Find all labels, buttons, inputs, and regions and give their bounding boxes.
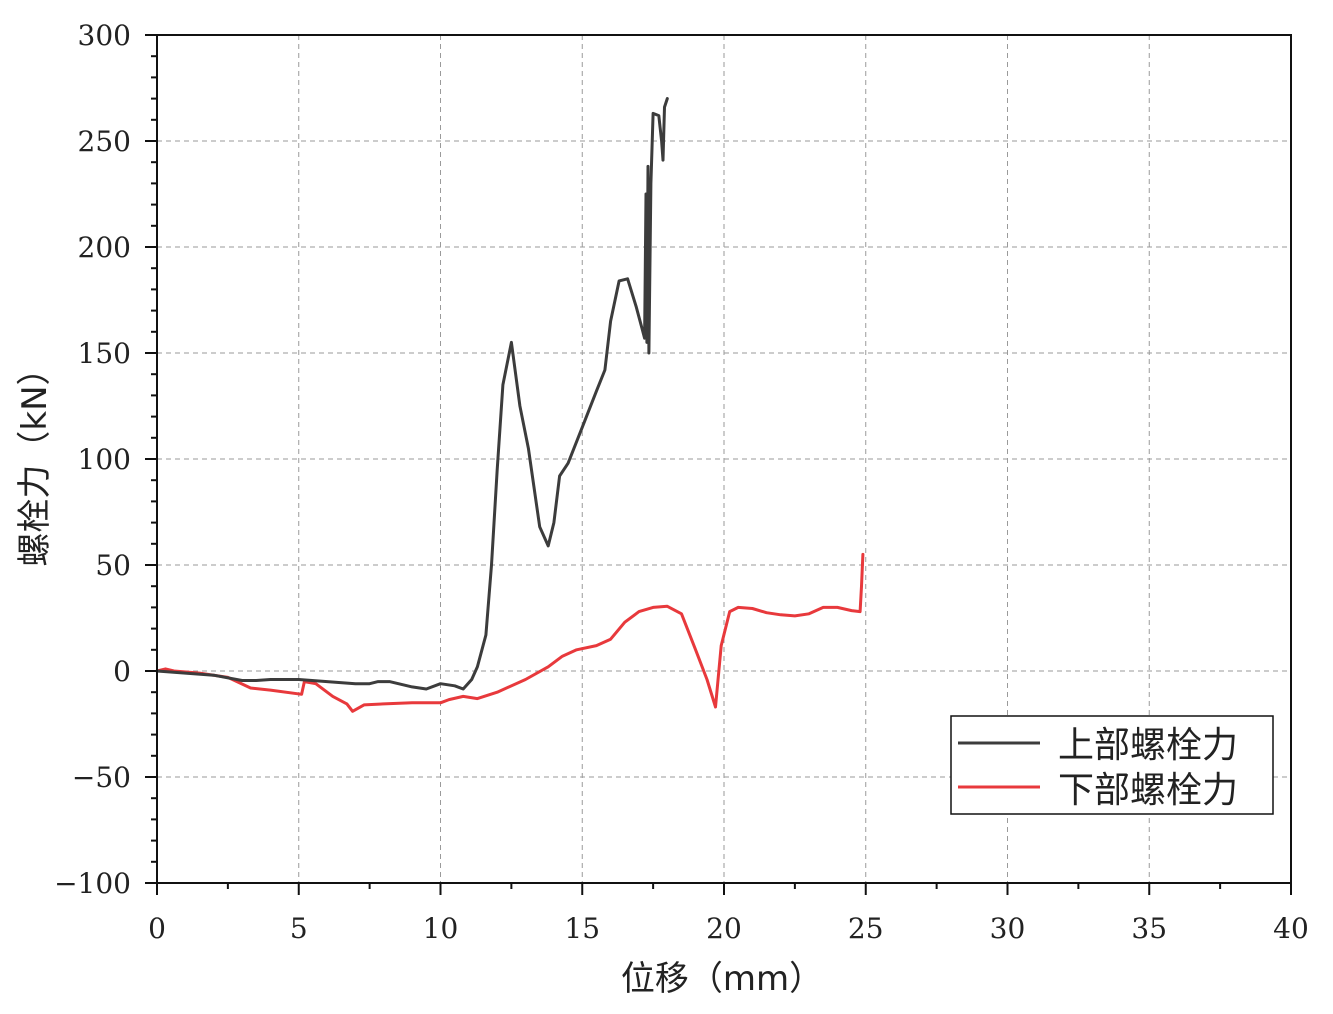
y-axis-label: 螺栓力（kN） (15, 351, 55, 566)
x-tick-label: 25 (848, 912, 884, 945)
x-tick-label: 30 (990, 912, 1026, 945)
x-axis-label: 位移（mm） (621, 959, 823, 999)
tick-labels: 0 5 10 15 20 25 30 35 40 −100 −50 0 50 100 150 200 250 30… (54, 19, 1309, 945)
x-tick-label: 35 (1131, 912, 1167, 945)
legend-box (950, 715, 1274, 815)
y-tick-label: 200 (78, 231, 131, 264)
y-tick-label: 50 (95, 549, 131, 582)
series-line-lower (155, 552, 865, 713)
y-tick-label: 100 (78, 443, 131, 476)
legend-label-lower: 下部螺栓力 (1058, 770, 1238, 811)
y-tick-label: 0 (113, 655, 131, 688)
y-tick-label: −100 (54, 867, 131, 900)
series-layer (155, 97, 865, 713)
legend-label-upper: 上部螺栓力 (1058, 725, 1238, 766)
legend: 上部螺栓力 下部螺栓力 (950, 715, 1274, 815)
axes (145, 34, 1292, 895)
y-tick-label: 300 (78, 19, 131, 52)
x-tick-label: 10 (423, 912, 459, 945)
x-tick-label: 0 (148, 912, 166, 945)
y-tick-label: 250 (78, 125, 131, 158)
y-tick-label: −50 (72, 761, 131, 794)
x-tick-label: 15 (564, 912, 600, 945)
x-tick-label: 20 (706, 912, 742, 945)
y-tick-label: 150 (78, 337, 131, 370)
x-tick-label: 40 (1273, 912, 1309, 945)
series-line-upper (155, 97, 669, 691)
x-tick-label: 5 (290, 912, 308, 945)
